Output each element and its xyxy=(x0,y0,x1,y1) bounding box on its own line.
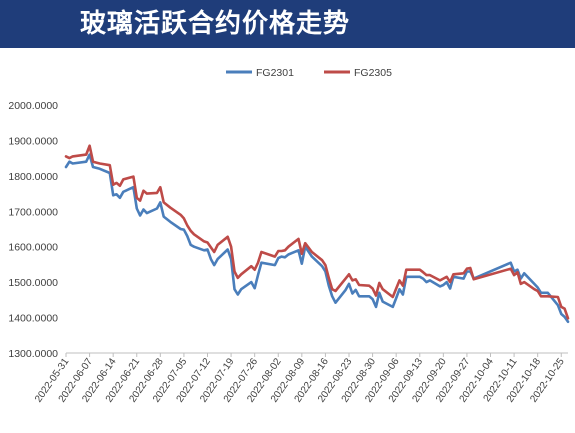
y-tick-label: 1500.0000 xyxy=(8,277,58,289)
series-line-fg2305 xyxy=(64,144,570,320)
y-tick-label: 1400.0000 xyxy=(8,313,58,325)
y-tick-label: 1700.0000 xyxy=(8,206,58,218)
price-line-chart: FG2301 FG2305 1300.0000 1400.0000 1500.0000… xyxy=(8,67,570,405)
legend-label-fg2305: FG2305 xyxy=(354,67,392,79)
y-tick-label: 1800.0000 xyxy=(8,171,58,183)
y-tick-label: 1900.0000 xyxy=(8,135,58,147)
chart-legend: FG2301 FG2305 xyxy=(226,67,392,79)
y-tick-label: 1600.0000 xyxy=(8,242,58,254)
series-line-fg2301 xyxy=(64,153,570,324)
y-axis: 1300.0000 1400.0000 1500.0000 1600.0000 1700… xyxy=(8,100,58,360)
header-bar: 玻璃活跃合约价格走势 xyxy=(0,0,575,48)
series-lines xyxy=(64,144,570,324)
chart-container: FG2301 FG2305 1300.0000 1400.0000 1500.0000… xyxy=(0,48,575,429)
y-tick-label: 2000.0000 xyxy=(8,100,58,112)
y-tick-label: 1300.0000 xyxy=(8,348,58,360)
page-title: 玻璃活跃合约价格走势 xyxy=(80,9,351,39)
legend-label-fg2301: FG2301 xyxy=(256,67,294,79)
x-axis: 2022-05-312022-06-072022-06-142022-06-21… xyxy=(33,352,568,405)
